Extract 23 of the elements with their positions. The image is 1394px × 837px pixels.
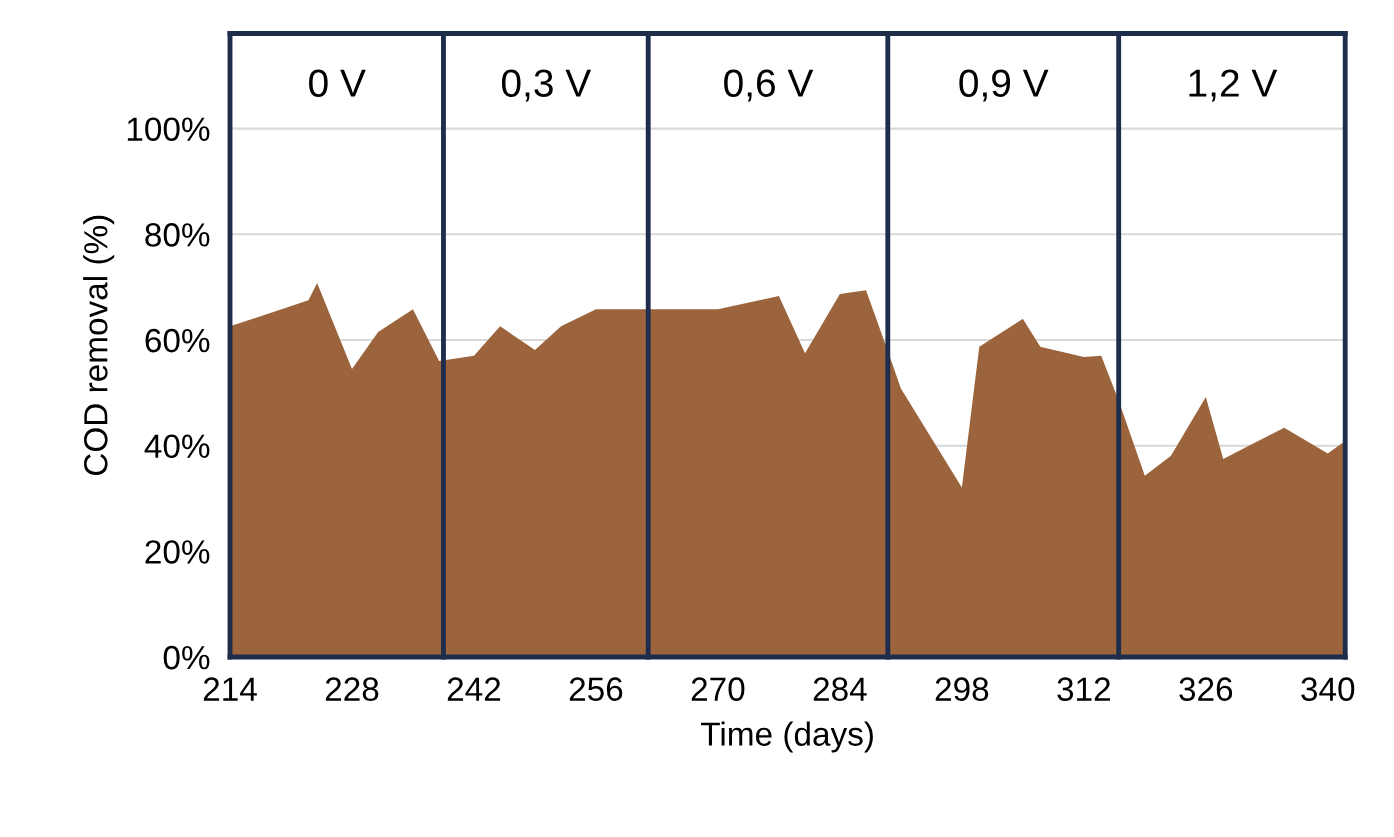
y-tick-label: 0% [163, 645, 210, 670]
annotation: 0,9 V [959, 69, 1049, 102]
x-tick-label: 284 [813, 677, 867, 701]
annotation: 1,2 V [1189, 69, 1278, 102]
x-axis-title: Time (days) [701, 721, 873, 753]
y-axis-title: COD removal (%) [83, 215, 115, 476]
annotation: 0,6 V [724, 69, 814, 102]
y-tick-label: 40% [144, 434, 210, 459]
x-tick-label: 340 [1301, 677, 1355, 701]
x-tick-label: 242 [447, 677, 501, 701]
x-tick-label: 270 [691, 677, 745, 701]
x-tick-label: 256 [569, 677, 623, 701]
x-tick-label: 228 [325, 677, 379, 701]
x-tick-label: 312 [1057, 677, 1110, 701]
annotation: 0,3 V [501, 69, 592, 102]
y-tick-label: 60% [145, 328, 210, 353]
y-tick-label: 100% [127, 117, 210, 142]
y-tick-label: 20% [145, 540, 210, 564]
x-tick-label: 326 [1179, 677, 1233, 701]
y-tick-label: 80% [145, 223, 210, 247]
x-tick-label: 298 [935, 677, 989, 701]
annotation: 0 V [309, 69, 366, 97]
x-tick-label: 214 [203, 677, 257, 701]
